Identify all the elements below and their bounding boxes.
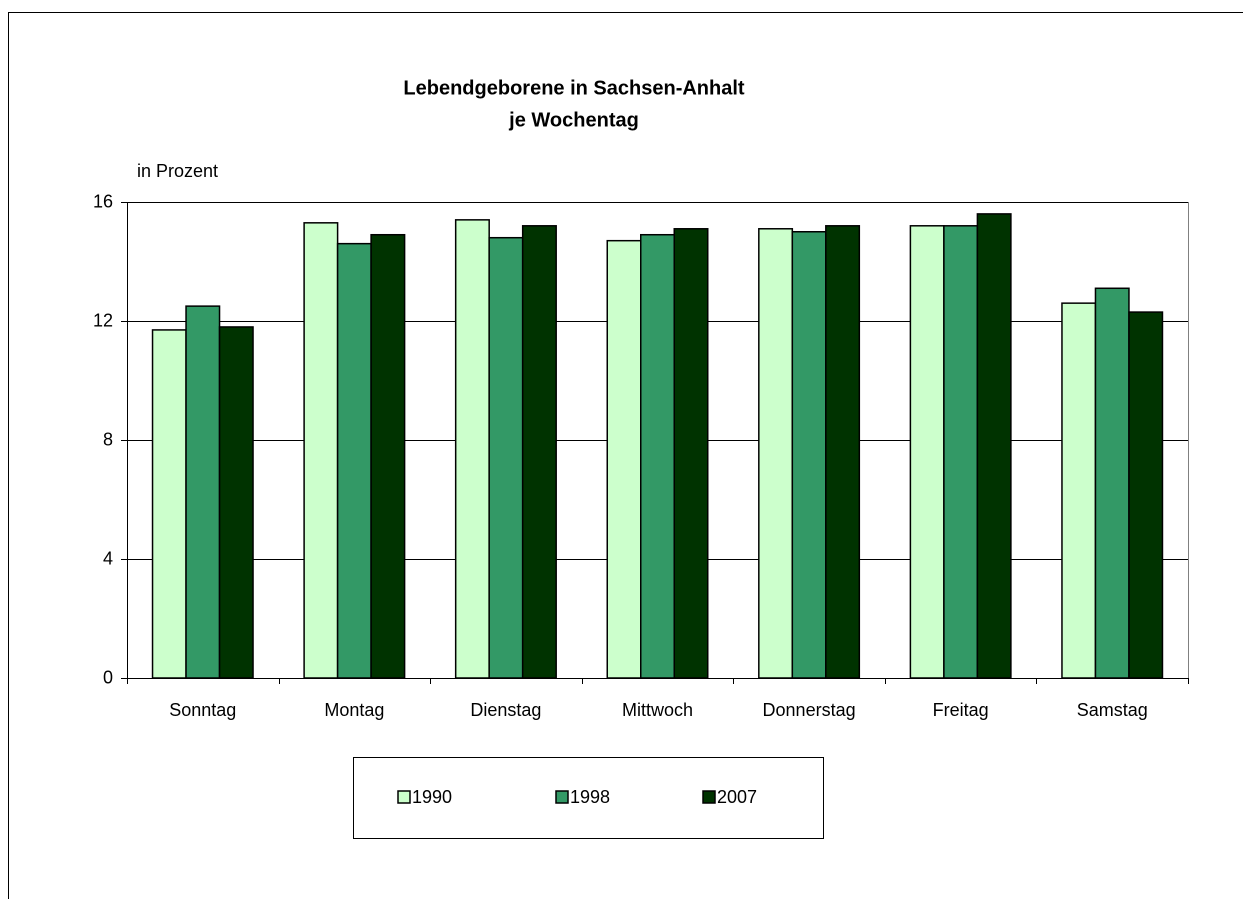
bar <box>151 329 187 679</box>
y-tick-label: 4 <box>103 548 113 568</box>
x-tick-label: Freitag <box>933 700 989 720</box>
x-tick-label: Mittwoch <box>622 700 693 720</box>
bar <box>791 231 827 679</box>
chart-title: Lebendgeborene in Sachsen-Anhalt <box>403 77 745 99</box>
legend-label: 1998 <box>570 787 610 807</box>
bar <box>1128 311 1164 679</box>
bar <box>218 326 254 679</box>
bar <box>825 225 861 679</box>
bar <box>336 242 372 679</box>
chart-subtitle: je Wochentag <box>508 109 639 131</box>
legend-swatch <box>702 790 716 804</box>
x-tick-label: Dienstag <box>470 700 541 720</box>
y-tick-label: 16 <box>93 191 113 211</box>
bar <box>521 225 557 679</box>
legend-swatch <box>555 790 569 804</box>
bar <box>303 222 339 679</box>
y-tick-label: 0 <box>103 667 113 687</box>
y-axis-label: in Prozent <box>137 161 218 181</box>
x-tick-label: Montag <box>324 700 384 720</box>
chart-border <box>8 12 1243 899</box>
x-tick-label: Sonntag <box>169 700 236 720</box>
legend-swatch <box>397 790 411 804</box>
bar <box>909 225 945 679</box>
bar <box>488 236 524 679</box>
x-tick-label: Donnerstag <box>763 700 856 720</box>
bar <box>1094 287 1130 679</box>
bar <box>758 228 794 679</box>
bar <box>454 219 490 679</box>
bar <box>185 305 221 679</box>
bar <box>1061 302 1097 679</box>
bar <box>673 228 709 679</box>
bar <box>640 233 675 679</box>
bar <box>976 213 1012 679</box>
legend-label: 1990 <box>412 787 452 807</box>
bar <box>606 239 642 679</box>
bar <box>370 233 406 679</box>
y-tick-label: 8 <box>103 429 113 449</box>
legend-box <box>353 757 824 839</box>
bar <box>943 225 979 679</box>
x-tick-label: Samstag <box>1077 700 1148 720</box>
legend-label: 2007 <box>717 787 757 807</box>
y-tick-label: 12 <box>93 310 113 330</box>
